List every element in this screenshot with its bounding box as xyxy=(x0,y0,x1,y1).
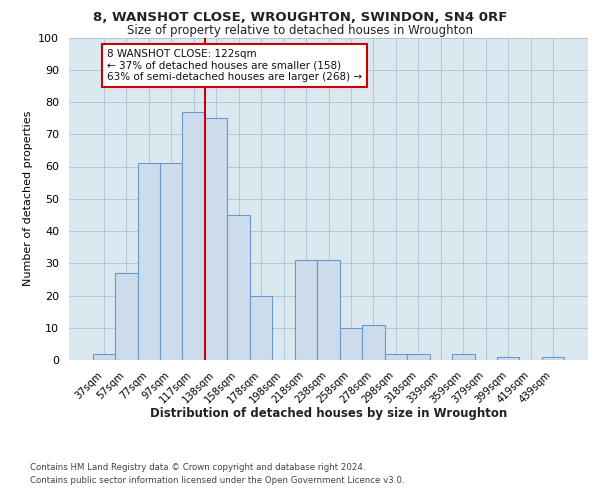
Text: 8 WANSHOT CLOSE: 122sqm
← 37% of detached houses are smaller (158)
63% of semi-d: 8 WANSHOT CLOSE: 122sqm ← 37% of detache… xyxy=(107,49,362,82)
Bar xyxy=(385,354,407,360)
Text: 8, WANSHOT CLOSE, WROUGHTON, SWINDON, SN4 0RF: 8, WANSHOT CLOSE, WROUGHTON, SWINDON, SN… xyxy=(93,11,507,24)
Bar xyxy=(295,260,317,360)
Text: Contains HM Land Registry data © Crown copyright and database right 2024.: Contains HM Land Registry data © Crown c… xyxy=(30,462,365,471)
Bar xyxy=(407,354,430,360)
Bar xyxy=(317,260,340,360)
Bar xyxy=(250,296,272,360)
Bar xyxy=(362,324,385,360)
Bar xyxy=(205,118,227,360)
Bar xyxy=(160,164,182,360)
Bar xyxy=(542,357,565,360)
Bar xyxy=(497,357,520,360)
Text: Distribution of detached houses by size in Wroughton: Distribution of detached houses by size … xyxy=(150,408,508,420)
Bar xyxy=(92,354,115,360)
Bar xyxy=(182,112,205,360)
Bar xyxy=(227,215,250,360)
Bar xyxy=(115,273,137,360)
Bar xyxy=(452,354,475,360)
Y-axis label: Number of detached properties: Number of detached properties xyxy=(23,111,33,286)
Bar xyxy=(137,164,160,360)
Text: Contains public sector information licensed under the Open Government Licence v3: Contains public sector information licen… xyxy=(30,476,404,485)
Bar xyxy=(340,328,362,360)
Text: Size of property relative to detached houses in Wroughton: Size of property relative to detached ho… xyxy=(127,24,473,37)
